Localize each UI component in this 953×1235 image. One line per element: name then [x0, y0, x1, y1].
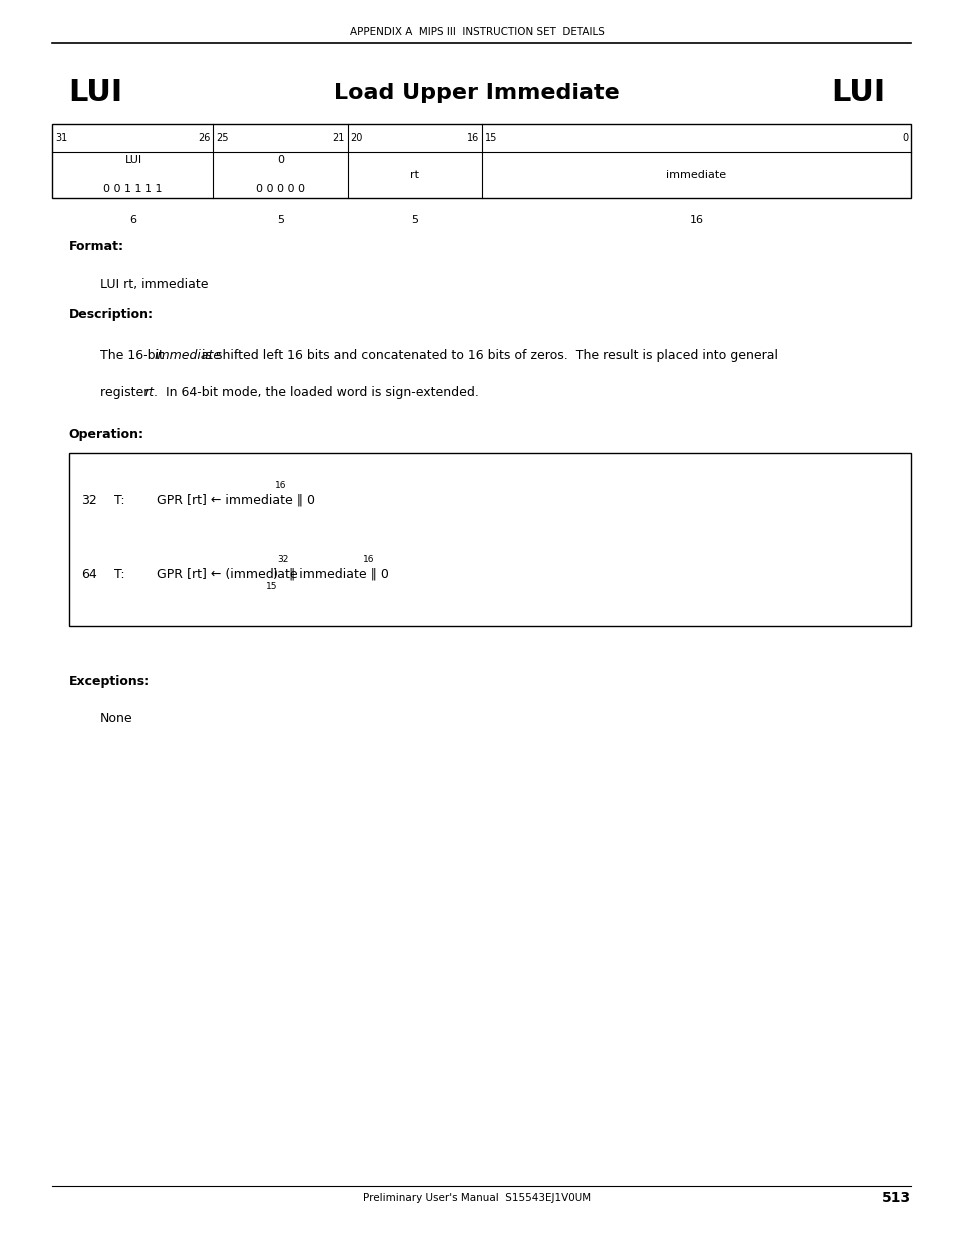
Text: LUI: LUI	[124, 154, 141, 164]
Text: Load Upper Immediate: Load Upper Immediate	[334, 83, 619, 103]
Text: is shifted left 16 bits and concatenated to 16 bits of zeros.  The result is pla: is shifted left 16 bits and concatenated…	[198, 350, 778, 362]
Text: 32: 32	[277, 555, 289, 564]
Text: 16: 16	[466, 132, 478, 142]
Text: 15: 15	[265, 582, 276, 592]
Text: T:: T:	[114, 568, 125, 580]
Bar	[69, 453, 910, 626]
Text: 15: 15	[484, 132, 497, 142]
Text: 5: 5	[276, 215, 284, 225]
Text: None: None	[100, 713, 132, 725]
Text: Format:: Format:	[69, 241, 124, 253]
Text: 25: 25	[216, 132, 229, 142]
Text: Preliminary User's Manual  S15543EJ1V0UM: Preliminary User's Manual S15543EJ1V0UM	[362, 1193, 591, 1203]
Text: 21: 21	[332, 132, 344, 142]
Text: register: register	[100, 387, 152, 399]
Text: .  In 64-bit mode, the loaded word is sign-extended.: . In 64-bit mode, the loaded word is sig…	[154, 387, 478, 399]
Text: LUI: LUI	[830, 78, 884, 107]
Text: 20: 20	[350, 132, 362, 142]
Text: immediate: immediate	[665, 169, 726, 179]
Bar	[52, 124, 910, 198]
Text: 0: 0	[902, 132, 907, 142]
Text: 0: 0	[276, 154, 284, 164]
Text: 0 0 1 1 1 1: 0 0 1 1 1 1	[103, 184, 163, 194]
Text: GPR [rt] ← (immediate: GPR [rt] ← (immediate	[157, 568, 302, 580]
Text: Description:: Description:	[69, 309, 153, 321]
Text: 16: 16	[363, 555, 375, 564]
Text: LUI: LUI	[69, 78, 123, 107]
Text: 64: 64	[81, 568, 97, 580]
Text: 16: 16	[689, 215, 702, 225]
Text: 5: 5	[411, 215, 417, 225]
Text: GPR [rt] ← immediate ‖ 0: GPR [rt] ← immediate ‖ 0	[157, 494, 315, 506]
Text: The 16-bit: The 16-bit	[100, 350, 168, 362]
Text: rt: rt	[410, 169, 418, 179]
Text: 31: 31	[55, 132, 68, 142]
Text: Operation:: Operation:	[69, 429, 144, 441]
Text: APPENDIX A  MIPS III  INSTRUCTION SET  DETAILS: APPENDIX A MIPS III INSTRUCTION SET DETA…	[349, 27, 604, 37]
Text: LUI rt, immediate: LUI rt, immediate	[100, 278, 209, 290]
Text: ): )	[273, 568, 277, 580]
Text: 16: 16	[275, 480, 287, 490]
Text: ‖ immediate ‖ 0: ‖ immediate ‖ 0	[284, 568, 388, 580]
Text: 32: 32	[81, 494, 97, 506]
Text: Exceptions:: Exceptions:	[69, 676, 150, 688]
Text: T:: T:	[114, 494, 125, 506]
Text: 26: 26	[198, 132, 211, 142]
Text: rt: rt	[144, 387, 154, 399]
Text: 513: 513	[881, 1191, 910, 1205]
Text: 6: 6	[130, 215, 136, 225]
Text: 0 0 0 0 0: 0 0 0 0 0	[255, 184, 305, 194]
Text: immediate: immediate	[154, 350, 221, 362]
